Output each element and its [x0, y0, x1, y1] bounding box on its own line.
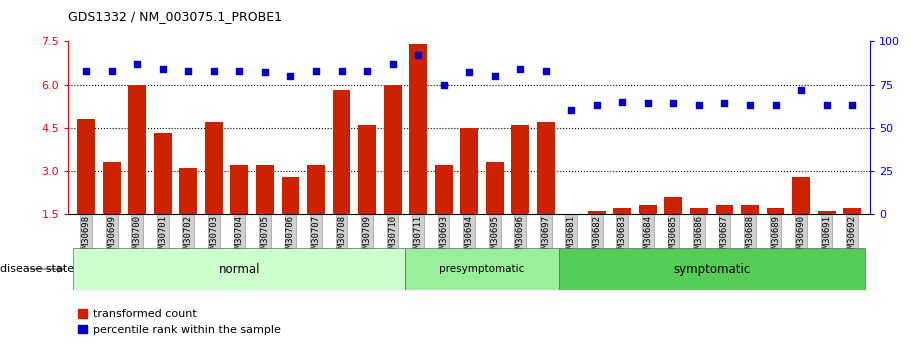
- Point: [283, 73, 298, 79]
- Text: GDS1332 / NM_003075.1_PROBE1: GDS1332 / NM_003075.1_PROBE1: [68, 10, 282, 23]
- Bar: [741, 205, 759, 214]
- Point: [793, 87, 808, 92]
- Bar: [664, 197, 682, 214]
- Bar: [486, 162, 504, 214]
- Bar: [307, 165, 325, 214]
- Bar: [588, 211, 606, 214]
- Point: [691, 102, 706, 108]
- Bar: [766, 208, 784, 214]
- Point: [666, 101, 681, 106]
- Bar: [358, 125, 376, 214]
- Bar: [639, 205, 657, 214]
- Bar: [793, 177, 810, 214]
- Bar: [256, 165, 274, 214]
- Bar: [103, 162, 120, 214]
- Bar: [179, 168, 198, 214]
- Point: [105, 68, 119, 73]
- Point: [487, 73, 502, 79]
- Bar: [690, 208, 708, 214]
- Point: [181, 68, 196, 73]
- Bar: [537, 122, 555, 214]
- Point: [462, 70, 476, 75]
- Point: [768, 102, 783, 108]
- Bar: [844, 208, 861, 214]
- Point: [717, 101, 732, 106]
- Point: [79, 68, 94, 73]
- Text: disease state: disease state: [0, 264, 74, 274]
- Bar: [511, 125, 529, 214]
- Bar: [384, 85, 402, 214]
- Point: [411, 52, 425, 58]
- Point: [615, 99, 630, 105]
- Point: [844, 102, 859, 108]
- Point: [819, 102, 834, 108]
- Bar: [74, 248, 405, 290]
- Bar: [818, 211, 835, 214]
- Bar: [128, 85, 146, 214]
- Point: [564, 108, 578, 113]
- Point: [207, 68, 221, 73]
- Bar: [333, 90, 351, 214]
- Bar: [460, 128, 478, 214]
- Bar: [281, 177, 300, 214]
- Bar: [558, 248, 865, 290]
- Point: [130, 61, 145, 67]
- Point: [360, 68, 374, 73]
- Point: [436, 82, 451, 87]
- Bar: [613, 208, 631, 214]
- Point: [385, 61, 400, 67]
- Point: [258, 70, 272, 75]
- Legend: transformed count, percentile rank within the sample: transformed count, percentile rank withi…: [74, 305, 285, 339]
- Bar: [409, 44, 427, 214]
- Text: symptomatic: symptomatic: [673, 263, 751, 276]
- Bar: [230, 165, 249, 214]
- Point: [513, 66, 527, 72]
- Point: [589, 102, 604, 108]
- Point: [309, 68, 323, 73]
- Bar: [77, 119, 95, 214]
- Text: normal: normal: [219, 263, 261, 276]
- Bar: [715, 205, 733, 214]
- Point: [538, 68, 553, 73]
- Point: [334, 68, 349, 73]
- Point: [640, 101, 655, 106]
- Bar: [154, 134, 172, 214]
- Point: [156, 66, 170, 72]
- Point: [232, 68, 247, 73]
- Point: [742, 102, 757, 108]
- Bar: [205, 122, 223, 214]
- Bar: [405, 248, 558, 290]
- Bar: [435, 165, 453, 214]
- Text: presymptomatic: presymptomatic: [439, 264, 525, 274]
